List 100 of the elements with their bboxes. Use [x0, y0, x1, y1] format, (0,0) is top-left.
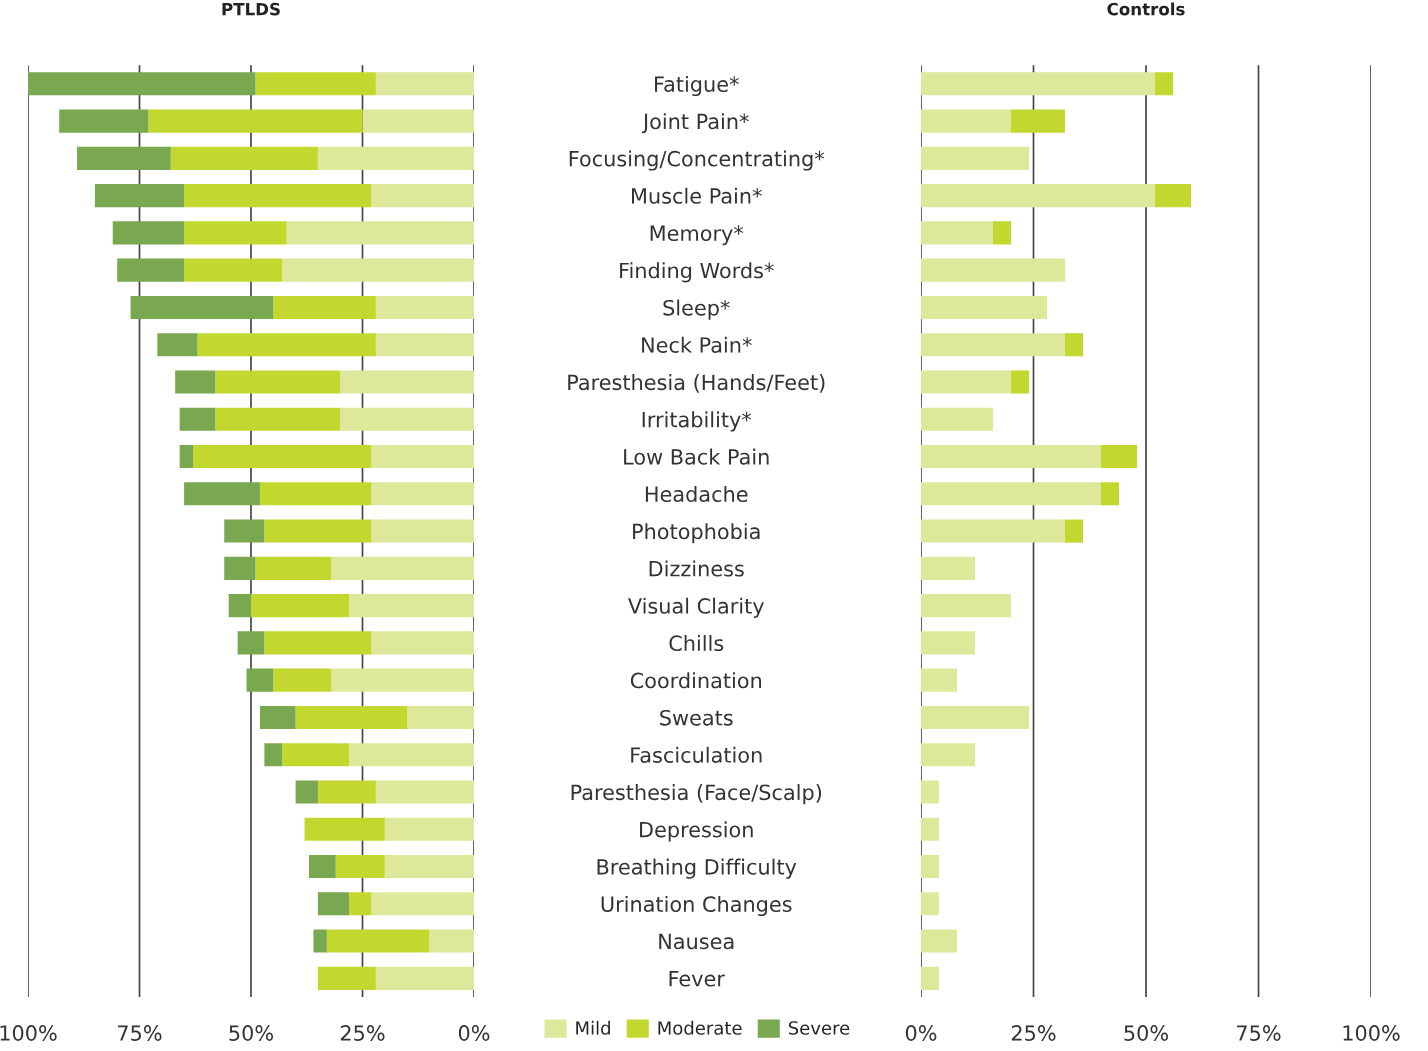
bar [28, 72, 256, 96]
y-tick-label: Neck Pain* [642, 336, 752, 353]
bar [94, 184, 185, 208]
x-tick-label: 25% [340, 1025, 385, 1041]
bar [921, 146, 1029, 170]
y-tick-label: Urination Changes [601, 895, 792, 917]
legend-label: Mild [576, 1020, 610, 1035]
bar [921, 109, 1011, 133]
bar [1155, 72, 1173, 96]
y-tick-label: Fever [669, 971, 725, 987]
bar [371, 631, 474, 655]
bar [1065, 519, 1083, 543]
bar [371, 184, 474, 208]
bar [1065, 333, 1083, 357]
bar [362, 109, 474, 133]
bar [349, 743, 474, 767]
bar [282, 258, 474, 282]
bar [317, 892, 350, 916]
bar [317, 146, 474, 170]
bar [993, 221, 1011, 245]
bar [130, 295, 274, 319]
y-tick-label: Depression [640, 821, 753, 842]
bar [921, 556, 975, 580]
bar [317, 780, 376, 804]
y-tick-label: Photophobia [633, 523, 760, 544]
bar [375, 333, 474, 357]
bar [255, 556, 332, 580]
y-tick-label: Focusing/Concentrating* [569, 150, 825, 171]
bar [921, 370, 1011, 394]
y-tick-label: Sweats [660, 709, 733, 726]
bar [264, 743, 283, 767]
y-tick-label: Headache [645, 485, 748, 503]
x-tick-label: 100% [0, 1025, 57, 1041]
bar [349, 892, 372, 916]
bar [921, 333, 1065, 357]
bar [371, 444, 474, 469]
bar [170, 146, 318, 170]
bar [375, 966, 474, 990]
y-tick-label: Fatigue* [655, 75, 739, 97]
bar [340, 407, 474, 431]
bar [112, 221, 185, 245]
bar [184, 221, 287, 245]
y-tick-label: Nausea [659, 933, 734, 950]
bar [335, 854, 385, 879]
bar [921, 72, 1155, 96]
bar [255, 72, 376, 96]
chart-title: PTLDS [222, 2, 280, 16]
bar [326, 929, 430, 953]
y-tick-label: Paresthesia (Hands/Feet) [568, 374, 825, 393]
bar [313, 929, 327, 953]
x-tick-label: 25% [1011, 1025, 1056, 1041]
bar [197, 333, 376, 357]
bar [228, 594, 251, 618]
bar [331, 556, 474, 580]
bar [264, 631, 372, 655]
bar [1011, 370, 1029, 394]
bar [921, 594, 1011, 618]
bar [184, 482, 260, 506]
y-tick-label: Irritability* [642, 411, 752, 432]
y-tick-label: Chills [669, 634, 724, 652]
bar [921, 519, 1065, 543]
bar [921, 295, 1047, 319]
bar [308, 854, 336, 879]
bar [179, 407, 216, 431]
bar [224, 519, 265, 543]
bar [349, 594, 474, 618]
x-tick-label: 0% [905, 1025, 937, 1041]
bar [921, 743, 975, 767]
bar [157, 333, 198, 357]
x-tick-label: 50% [1124, 1025, 1168, 1041]
bar [193, 444, 372, 469]
bar [237, 631, 265, 655]
bar [148, 109, 363, 133]
bar [371, 519, 474, 543]
bar [331, 668, 474, 692]
bar [921, 929, 957, 953]
bar [246, 668, 274, 692]
bar [117, 258, 185, 282]
bar [215, 370, 341, 394]
bar [921, 258, 1065, 282]
y-tick-label: Memory* [650, 225, 744, 246]
x-tick-label: 75% [118, 1025, 162, 1041]
y-tick-label: Low Back Pain [624, 448, 769, 465]
y-tick-label: Finding Words* [620, 262, 774, 283]
x-tick-label: 100% [1343, 1025, 1400, 1041]
bar [259, 705, 296, 729]
bar [59, 109, 149, 133]
bar [921, 444, 1101, 469]
chart-title: Controls [1107, 2, 1185, 16]
legend-label: Moderate [658, 1020, 742, 1035]
bar [184, 258, 283, 282]
bar [384, 854, 474, 879]
bar [295, 780, 318, 804]
bar [179, 444, 194, 469]
bar [224, 556, 256, 580]
bar [375, 72, 474, 96]
bar [921, 184, 1155, 208]
bar [407, 705, 474, 729]
bar [77, 146, 171, 170]
bar [273, 295, 376, 319]
